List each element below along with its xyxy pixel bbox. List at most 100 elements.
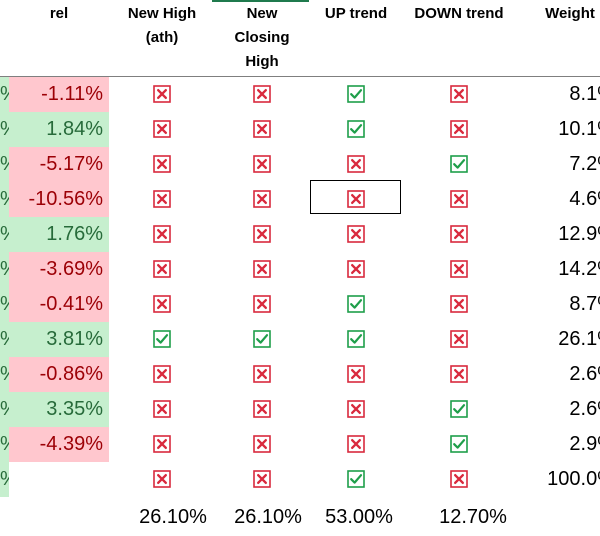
prev-column-cell[interactable]: % — [0, 112, 9, 147]
prev-column-cell[interactable]: % — [0, 77, 9, 112]
table-row: %-0.41% 8.7% — [0, 287, 600, 322]
total-new-high[interactable]: 26.10% — [139, 506, 207, 528]
cross-box-icon[interactable] — [153, 435, 171, 453]
cross-box-icon[interactable] — [153, 225, 171, 243]
cross-box-icon[interactable] — [450, 260, 468, 278]
cross-box-icon[interactable] — [253, 295, 271, 313]
rel-cell[interactable]: -4.39% — [9, 427, 109, 462]
weight-cell[interactable]: 12.9% — [558, 223, 600, 245]
table-row: %1.84% 10.1% — [0, 112, 600, 147]
weight-cell[interactable]: 7.2% — [569, 153, 600, 175]
total-up-trend[interactable]: 53.00% — [325, 506, 393, 528]
rel-cell[interactable]: -0.41% — [9, 287, 109, 322]
rel-cell[interactable]: -0.86% — [9, 357, 109, 392]
cross-box-icon[interactable] — [153, 470, 171, 488]
check-box-icon[interactable] — [347, 85, 365, 103]
cross-box-icon[interactable] — [450, 190, 468, 208]
rel-cell[interactable] — [9, 462, 109, 497]
check-box-icon[interactable] — [347, 470, 365, 488]
cross-box-icon[interactable] — [253, 85, 271, 103]
prev-column-cell[interactable]: % — [0, 287, 9, 322]
rel-cell[interactable]: 3.35% — [9, 392, 109, 427]
cross-box-icon[interactable] — [253, 190, 271, 208]
prev-column-cell[interactable]: % — [0, 147, 9, 182]
rel-cell[interactable]: -5.17% — [9, 147, 109, 182]
header-new-closing-high[interactable]: New Closing High — [212, 2, 312, 74]
cross-box-icon[interactable] — [450, 225, 468, 243]
cross-box-icon[interactable] — [153, 190, 171, 208]
cross-box-icon[interactable] — [450, 470, 468, 488]
column-header-row: rel New High (ath) New Closing High UP t… — [0, 0, 600, 77]
check-box-icon[interactable] — [347, 330, 365, 348]
weight-cell[interactable]: 8.7% — [569, 293, 600, 315]
prev-column-cell[interactable]: % — [0, 392, 9, 427]
prev-column-cell[interactable]: % — [0, 182, 9, 217]
check-box-icon[interactable] — [153, 330, 171, 348]
cross-box-icon[interactable] — [253, 470, 271, 488]
header-weight[interactable]: Weight — [545, 5, 595, 22]
weight-cell[interactable]: 14.2% — [558, 258, 600, 280]
prev-column-cell[interactable]: % — [0, 357, 9, 392]
weight-cell[interactable]: 26.1% — [558, 328, 600, 350]
check-box-icon[interactable] — [347, 120, 365, 138]
prev-column-cell[interactable]: % — [0, 462, 9, 497]
cross-box-icon[interactable] — [153, 260, 171, 278]
cross-box-icon[interactable] — [253, 120, 271, 138]
cross-box-icon[interactable] — [347, 365, 365, 383]
cross-box-icon[interactable] — [347, 190, 365, 208]
prev-column-cell[interactable]: % — [0, 427, 9, 462]
cross-box-icon[interactable] — [153, 155, 171, 173]
prev-column-cell[interactable]: % — [0, 322, 9, 357]
cross-box-icon[interactable] — [450, 120, 468, 138]
header-up-trend[interactable]: UP trend — [324, 5, 388, 22]
cross-box-icon[interactable] — [450, 365, 468, 383]
rel-cell[interactable]: 3.81% — [9, 322, 109, 357]
cross-box-icon[interactable] — [347, 435, 365, 453]
weight-cell[interactable]: 100.0% — [547, 468, 600, 490]
rel-cell[interactable]: 1.76% — [9, 217, 109, 252]
cross-box-icon[interactable] — [153, 120, 171, 138]
header-new-high[interactable]: New High (ath) — [112, 2, 212, 50]
check-box-icon[interactable] — [450, 435, 468, 453]
check-box-icon[interactable] — [450, 400, 468, 418]
prev-column-cell[interactable]: % — [0, 252, 9, 287]
rel-cell[interactable]: 1.84% — [9, 112, 109, 147]
prev-column-cell[interactable]: % — [0, 217, 9, 252]
cross-box-icon[interactable] — [347, 400, 365, 418]
cross-box-icon[interactable] — [347, 260, 365, 278]
cross-box-icon[interactable] — [347, 225, 365, 243]
cross-box-icon[interactable] — [153, 400, 171, 418]
weight-cell[interactable]: 2.6% — [569, 398, 600, 420]
check-box-icon[interactable] — [450, 155, 468, 173]
check-box-icon[interactable] — [347, 295, 365, 313]
cross-box-icon[interactable] — [253, 260, 271, 278]
rel-cell[interactable]: -10.56% — [9, 182, 109, 217]
cross-box-icon[interactable] — [253, 435, 271, 453]
cross-box-icon[interactable] — [153, 295, 171, 313]
rel-cell[interactable]: -1.11% — [9, 77, 109, 112]
cross-box-icon[interactable] — [347, 155, 365, 173]
table-row: %-0.86% 2.6% — [0, 357, 600, 392]
cross-box-icon[interactable] — [253, 225, 271, 243]
cross-box-icon[interactable] — [450, 330, 468, 348]
total-down-trend[interactable]: 12.70% — [439, 506, 507, 528]
cross-box-icon[interactable] — [253, 155, 271, 173]
weight-cell[interactable]: 2.9% — [569, 433, 600, 455]
table-row: %-4.39% 2.9% — [0, 427, 600, 462]
cross-box-icon[interactable] — [153, 365, 171, 383]
weight-cell[interactable]: 4.6% — [569, 188, 600, 210]
weight-cell[interactable]: 10.1% — [558, 118, 600, 140]
cross-box-icon[interactable] — [450, 85, 468, 103]
header-new-high-line2: (ath) — [145, 29, 179, 46]
cross-box-icon[interactable] — [253, 400, 271, 418]
rel-cell[interactable]: -3.69% — [9, 252, 109, 287]
header-rel[interactable]: rel — [49, 5, 69, 22]
cross-box-icon[interactable] — [253, 365, 271, 383]
cross-box-icon[interactable] — [450, 295, 468, 313]
header-down-trend[interactable]: DOWN trend — [414, 5, 504, 22]
weight-cell[interactable]: 8.1% — [569, 83, 600, 105]
cross-box-icon[interactable] — [153, 85, 171, 103]
total-new-closing-high[interactable]: 26.10% — [234, 506, 302, 528]
weight-cell[interactable]: 2.6% — [569, 363, 600, 385]
check-box-icon[interactable] — [253, 330, 271, 348]
